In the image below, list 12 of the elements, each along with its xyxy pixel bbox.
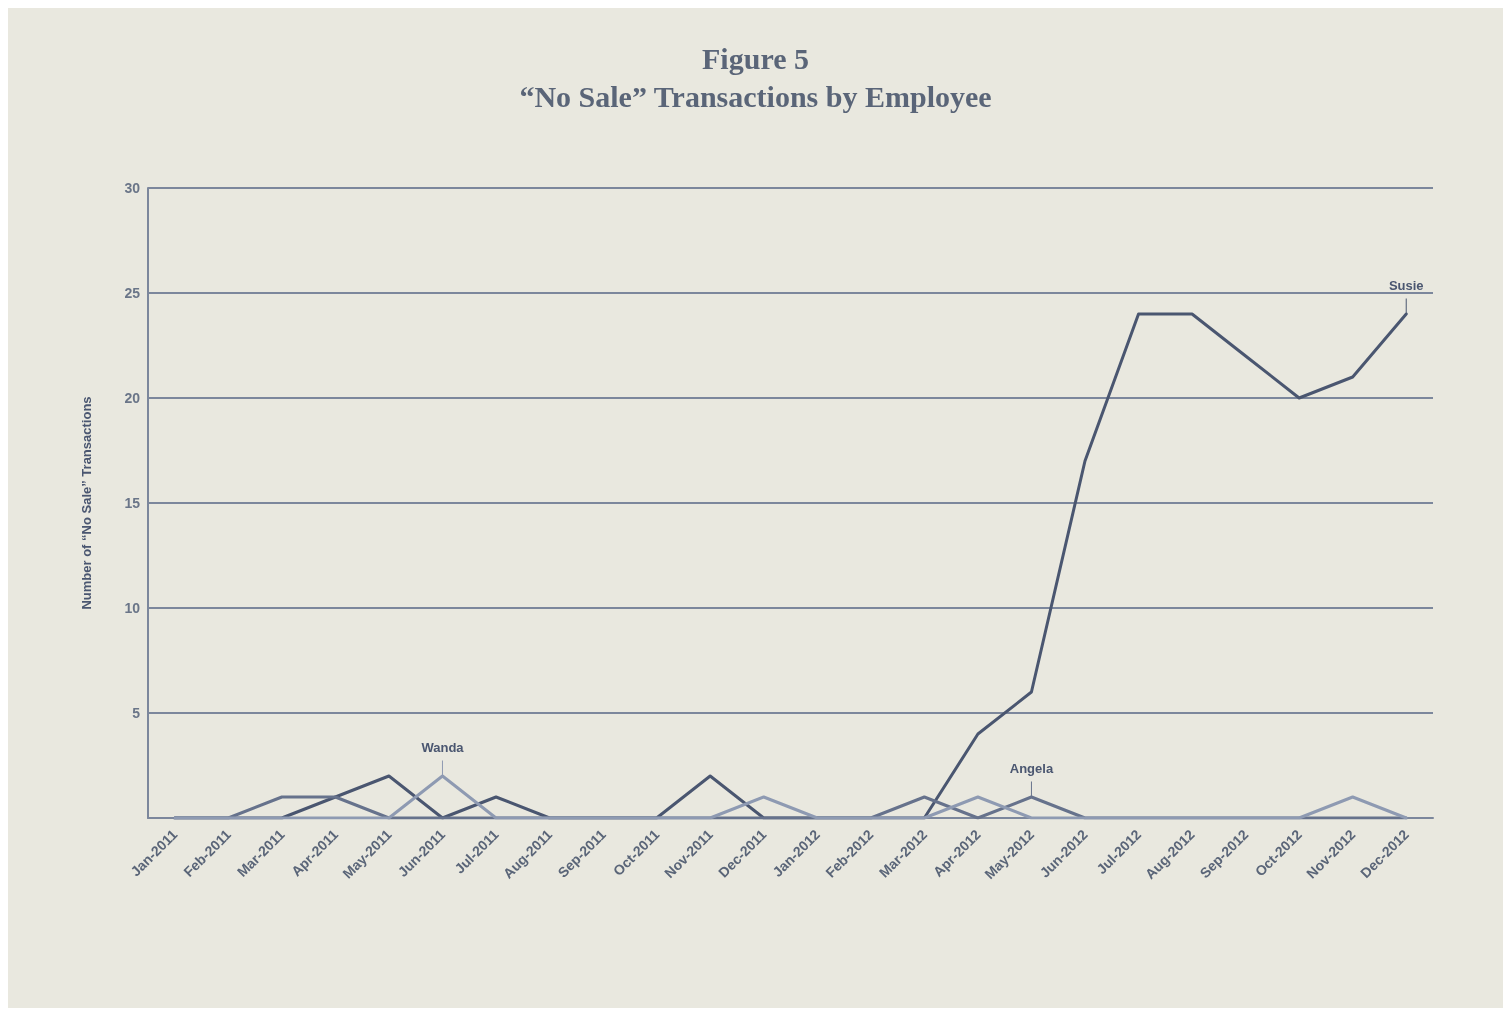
y-tick-label: 25 [124, 285, 141, 301]
y-tick-label: 20 [124, 390, 141, 406]
y-axis-title: Number of “No Sale” Transactions [79, 396, 94, 610]
y-tick-label: 10 [124, 600, 141, 616]
chart-subtitle: “No Sale” Transactions by Employee [519, 79, 992, 113]
text: Susie [1388, 278, 1424, 293]
y-tick-label: 5 [132, 705, 141, 721]
chart-title: Figure 5 [702, 41, 809, 75]
text: Wanda [421, 740, 465, 755]
y-tick-label: 15 [124, 495, 141, 511]
y-tick-label: 30 [124, 180, 141, 196]
text: Angela [1009, 761, 1054, 776]
